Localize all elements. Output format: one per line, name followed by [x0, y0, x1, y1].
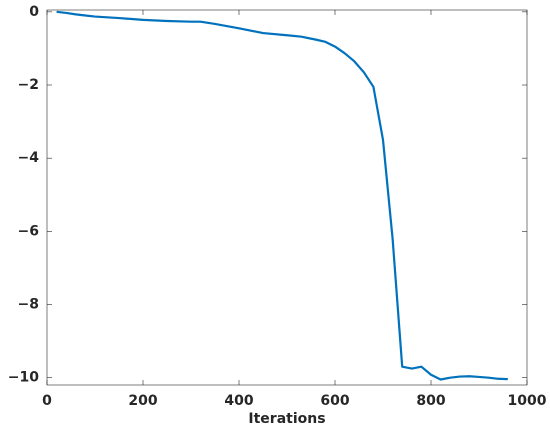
y-tick-label: −4 — [18, 150, 40, 166]
x-tick-label: 600 — [320, 393, 349, 409]
y-tick-label: −8 — [18, 297, 39, 313]
x-tick-label: 800 — [416, 393, 445, 409]
y-tick-label: −10 — [8, 370, 39, 386]
x-tick-label: 400 — [224, 393, 253, 409]
data-line — [56, 10, 508, 381]
y-tick-label: −6 — [18, 223, 39, 239]
x-tick-label: 0 — [42, 393, 52, 409]
y-tick-label: −2 — [18, 77, 39, 93]
x-tick-label: 200 — [128, 393, 157, 409]
x-axis-label: Iterations — [248, 411, 325, 427]
y-tick-label: 0 — [29, 4, 39, 20]
x-tick-label: 1000 — [508, 393, 547, 409]
plot-frame — [46, 9, 528, 386]
